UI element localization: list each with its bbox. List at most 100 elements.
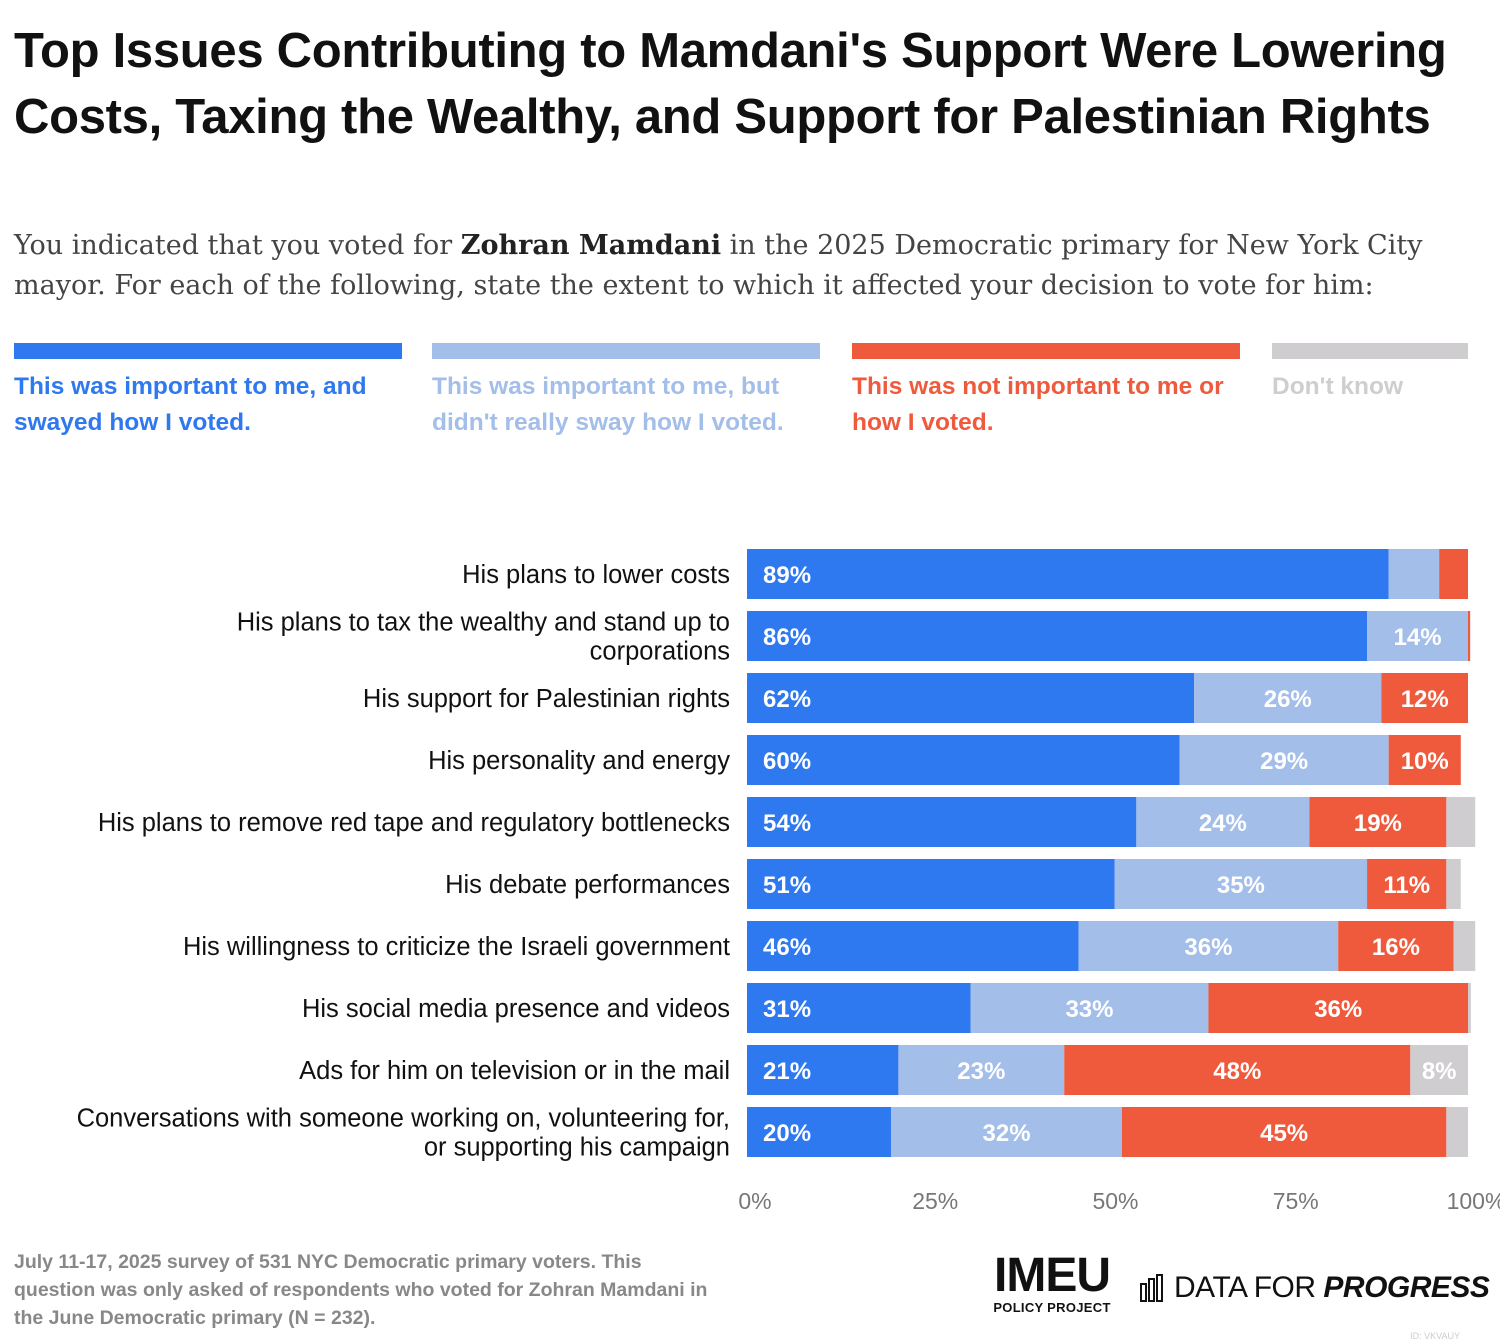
- category-label: His willingness to criticize the Israeli…: [183, 933, 730, 961]
- category-label: His plans to lower costs: [462, 561, 730, 589]
- data-label: 21%: [763, 1058, 811, 1085]
- data-label: 16%: [1372, 934, 1420, 961]
- data-label: 10%: [1401, 748, 1449, 775]
- x-tick-label: 50%: [1092, 1188, 1138, 1214]
- data-label: 8%: [1422, 1058, 1457, 1085]
- legend-swatch-dont-know: [1272, 343, 1468, 359]
- chart-id-label: ID: VKVAUY: [1410, 1331, 1460, 1341]
- imeu-logo: IMEU POLICY PROJECT: [982, 1252, 1122, 1316]
- bar-segment-dont-know: [1446, 1107, 1468, 1157]
- chart-legend: This was important to me, and swayed how…: [0, 343, 1500, 473]
- data-label: 23%: [957, 1058, 1005, 1085]
- data-label: 24%: [1199, 810, 1247, 837]
- category-label: His plans to remove red tape and regulat…: [98, 809, 730, 837]
- data-label: 36%: [1184, 934, 1232, 961]
- chart-footnote: July 11-17, 2025 survey of 531 NYC Democ…: [14, 1251, 708, 1329]
- bar-segment-swayed: [747, 859, 1115, 909]
- data-label: 62%: [763, 686, 811, 713]
- chart-title: Top Issues Contributing to Mamdani's Sup…: [14, 24, 1447, 144]
- legend-item-dont-know: Don't know: [1272, 343, 1468, 405]
- bar-segment-swayed: [747, 797, 1137, 847]
- legend-swatch-not-important: [852, 343, 1240, 359]
- data-label: 51%: [763, 872, 811, 899]
- bar-segment-swayed: [747, 611, 1368, 661]
- subtitle-text-before: You indicated that you voted for: [14, 230, 461, 261]
- imeu-logo-subtitle: POLICY PROJECT: [993, 1300, 1111, 1315]
- data-for-progress-logo: DATA FOR PROGRESS: [1140, 1268, 1490, 1308]
- legend-label-dont-know: Don't know: [1272, 373, 1404, 400]
- bar-segment-dont-know: [1446, 859, 1461, 909]
- x-tick-label: 100%: [1447, 1188, 1500, 1214]
- data-label: 48%: [1213, 1058, 1261, 1085]
- bar-segment-not-important: [1367, 859, 1447, 909]
- bar-chart-icon: [1140, 1274, 1163, 1302]
- data-label: 26%: [1264, 686, 1312, 713]
- bar-segment-not-sway: [1194, 673, 1382, 723]
- subtitle-text-after: in the 2025 Democratic primary for New Y…: [14, 230, 1423, 301]
- category-label: Conversations with someone working on, v…: [77, 1105, 730, 1133]
- x-tick-label: 0%: [738, 1188, 771, 1214]
- bar-segment-swayed: [747, 673, 1195, 723]
- data-label: 33%: [1065, 996, 1113, 1023]
- data-label: 60%: [763, 748, 811, 775]
- bar-segment-not-sway: [1114, 859, 1368, 909]
- bar-segment-swayed: [747, 549, 1389, 599]
- data-label: 11%: [1383, 872, 1430, 899]
- data-label: 14%: [1394, 624, 1442, 651]
- data-label: 86%: [763, 624, 811, 651]
- bar-segment-not-sway: [970, 983, 1209, 1033]
- bar-segment-not-sway: [1179, 735, 1389, 785]
- category-label: corporations: [590, 638, 730, 666]
- legend-item-not-sway: This was important to me, but didn't rea…: [432, 343, 820, 441]
- data-label: 46%: [763, 934, 811, 961]
- legend-swatch-swayed: [14, 343, 402, 359]
- bar-segment-dont-know: [1453, 921, 1476, 971]
- bar-segment-not-important: [1388, 735, 1461, 785]
- category-label: His support for Palestinian rights: [363, 685, 730, 713]
- bar-segment-swayed: [747, 1107, 892, 1157]
- stacked-bar-chart: His plans to lower costs 89% His plans to …: [77, 549, 1500, 1214]
- data-label: 89%: [763, 562, 811, 589]
- legend-item-swayed: This was important to me, and swayed how…: [14, 343, 402, 441]
- legend-label-not-important: This was not important to me or how I vo…: [852, 373, 1224, 436]
- bar-segment-not-important: [1121, 1107, 1447, 1157]
- bar-segment-not-important: [1468, 611, 1471, 661]
- bar-segment-not-sway: [891, 1107, 1122, 1157]
- data-label: 36%: [1314, 996, 1362, 1023]
- dfp-logo-text: DATA FOR PROGRESS: [1174, 1271, 1490, 1305]
- data-label: 19%: [1354, 810, 1402, 837]
- legend-label-not-sway: This was important to me, but didn't rea…: [432, 373, 784, 436]
- chart-subtitle: You indicated that you voted for Zohran …: [14, 226, 1474, 306]
- category-label: His personality and energy: [428, 747, 730, 775]
- bar-segment-not-important: [1439, 549, 1468, 599]
- data-label: 54%: [763, 810, 811, 837]
- bar-segment-not-important: [1381, 673, 1468, 723]
- data-label: 31%: [763, 996, 811, 1023]
- bar-segment-dont-know: [1468, 983, 1471, 1033]
- bar-segment-not-important: [1338, 921, 1454, 971]
- data-label: 20%: [763, 1120, 811, 1147]
- category-label: His social media presence and videos: [302, 995, 730, 1023]
- bar-segment-not-sway: [1388, 549, 1440, 599]
- x-tick-label: 25%: [912, 1188, 958, 1214]
- bar-segment-dont-know: [1446, 797, 1476, 847]
- dfp-logo-italic: PROGRESS: [1323, 1271, 1490, 1304]
- bar-segment-not-sway: [1136, 797, 1310, 847]
- bar-segment-not-important: [1208, 983, 1468, 1033]
- legend-label-swayed: This was important to me, and swayed how…: [14, 373, 367, 436]
- bar-segment-not-important: [1309, 797, 1447, 847]
- dfp-logo-regular: DATA FOR: [1174, 1271, 1324, 1304]
- bar-segment-not-important: [1064, 1045, 1411, 1095]
- data-label: 35%: [1217, 872, 1265, 899]
- data-label: 32%: [983, 1120, 1031, 1147]
- bar-segment-swayed: [747, 1045, 899, 1095]
- category-label: Ads for him on television or in the mail: [299, 1057, 730, 1085]
- data-label: 29%: [1260, 748, 1308, 775]
- bar-segment-swayed: [747, 735, 1180, 785]
- bar-segment-not-sway: [898, 1045, 1065, 1095]
- data-label: 12%: [1401, 686, 1449, 713]
- bar-segment-dont-know: [1410, 1045, 1468, 1095]
- imeu-logo-wordmark: IMEU: [994, 1249, 1111, 1302]
- bar-segment-swayed: [747, 921, 1079, 971]
- bar-segment-swayed: [747, 983, 971, 1033]
